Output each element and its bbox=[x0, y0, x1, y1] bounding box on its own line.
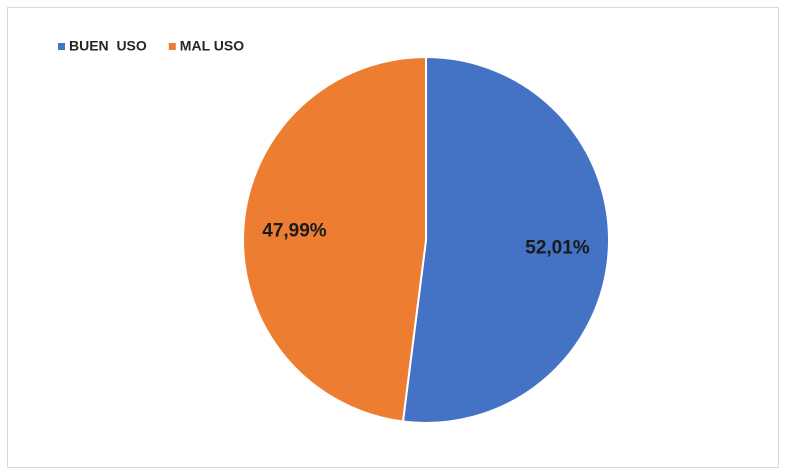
legend-text: MAL USO bbox=[180, 38, 244, 54]
legend-swatch bbox=[168, 43, 176, 50]
pie-slice bbox=[401, 55, 610, 424]
legend-text: BUEN USO bbox=[69, 38, 147, 54]
value-label: 47,99% bbox=[262, 221, 327, 242]
value-label: 52,01% bbox=[525, 237, 590, 258]
legend-swatch bbox=[58, 43, 65, 50]
pie-slice bbox=[242, 55, 427, 423]
